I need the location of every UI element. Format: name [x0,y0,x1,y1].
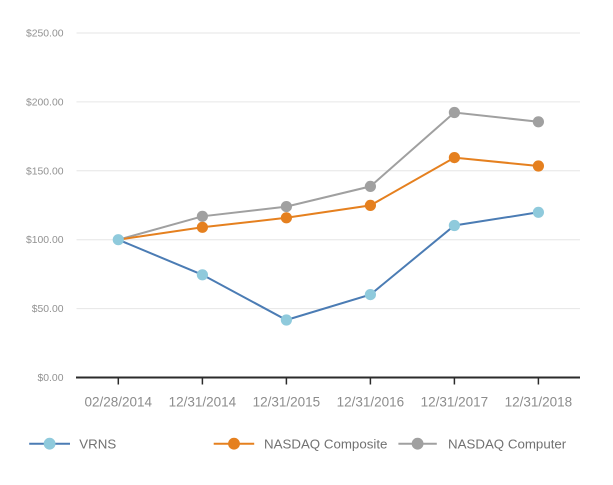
svg-text:12/31/2014: 12/31/2014 [169,395,237,410]
svg-text:$150.00: $150.00 [26,166,64,177]
svg-text:VRNS: VRNS [79,436,116,451]
svg-text:$100.00: $100.00 [26,235,64,246]
svg-text:$0.00: $0.00 [37,373,63,384]
svg-text:$200.00: $200.00 [26,97,64,108]
svg-text:12/31/2017: 12/31/2017 [421,395,489,410]
svg-text:12/31/2016: 12/31/2016 [337,395,405,410]
svg-text:02/28/2014: 02/28/2014 [85,395,153,410]
svg-text:12/31/2015: 12/31/2015 [253,395,321,410]
svg-text:NASDAQ Composite: NASDAQ Composite [264,436,387,451]
svg-text:$250.00: $250.00 [26,29,64,40]
svg-text:NASDAQ Computer: NASDAQ Computer [448,436,567,451]
svg-text:$50.00: $50.00 [32,304,64,315]
svg-text:12/31/2018: 12/31/2018 [505,395,573,410]
